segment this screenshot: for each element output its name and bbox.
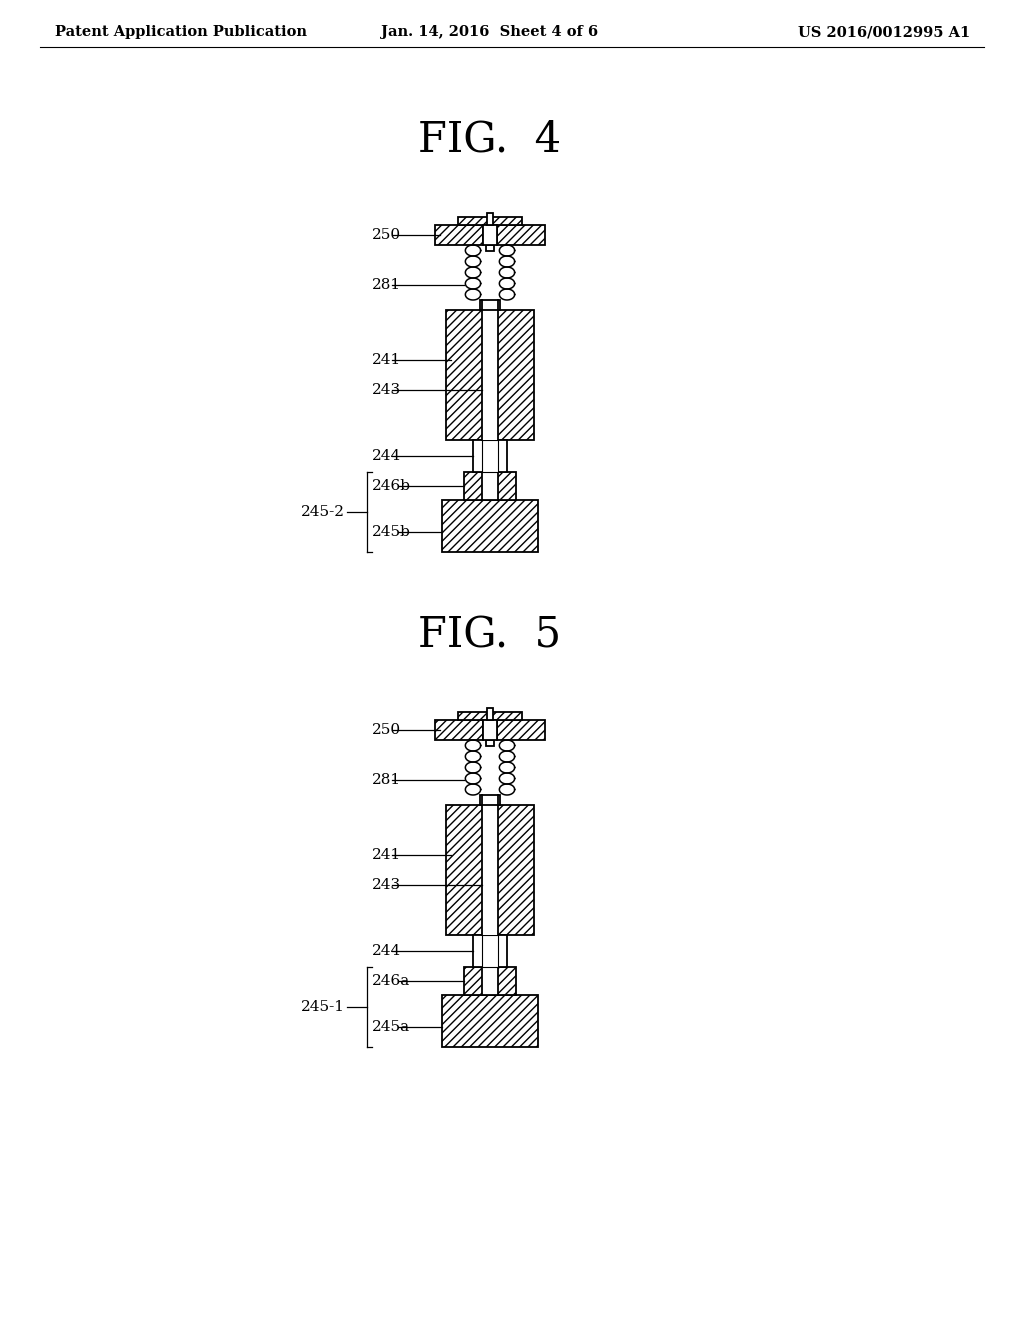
Bar <box>442 500 538 552</box>
Text: 243: 243 <box>372 383 401 397</box>
Text: 250: 250 <box>372 723 401 737</box>
Text: 244: 244 <box>372 449 401 463</box>
Bar <box>458 711 488 719</box>
Bar <box>480 300 500 310</box>
Bar <box>480 795 500 805</box>
Bar <box>442 995 538 1047</box>
Bar <box>482 300 498 440</box>
Bar <box>435 224 483 246</box>
Bar <box>492 711 522 719</box>
Text: US 2016/0012995 A1: US 2016/0012995 A1 <box>798 25 970 40</box>
Bar <box>464 473 516 500</box>
Text: Jan. 14, 2016  Sheet 4 of 6: Jan. 14, 2016 Sheet 4 of 6 <box>381 25 599 40</box>
Bar <box>492 216 522 224</box>
Bar <box>487 213 493 224</box>
Bar <box>482 795 498 935</box>
Text: FIG.  4: FIG. 4 <box>419 119 561 161</box>
Text: 250: 250 <box>372 228 401 242</box>
Text: 245a: 245a <box>372 1020 411 1034</box>
Bar <box>482 935 498 968</box>
Text: 246a: 246a <box>372 974 411 987</box>
Text: FIG.  5: FIG. 5 <box>419 614 561 656</box>
Text: 281: 281 <box>372 774 401 787</box>
Bar <box>435 719 483 741</box>
Bar <box>473 440 507 473</box>
Text: 246b: 246b <box>372 479 411 492</box>
Text: 241: 241 <box>372 352 401 367</box>
Text: 245b: 245b <box>372 525 411 539</box>
Text: 245-2: 245-2 <box>301 506 345 519</box>
Text: 245-1: 245-1 <box>301 1001 345 1014</box>
Text: Patent Application Publication: Patent Application Publication <box>55 25 307 40</box>
Text: 243: 243 <box>372 878 401 892</box>
Bar <box>486 246 494 251</box>
Bar <box>464 968 516 995</box>
Bar <box>482 473 498 500</box>
Bar <box>497 719 545 741</box>
Bar <box>446 310 534 440</box>
Bar <box>473 935 507 968</box>
Text: 281: 281 <box>372 279 401 292</box>
Text: 244: 244 <box>372 944 401 958</box>
Bar <box>487 708 493 719</box>
Bar <box>446 805 534 935</box>
Bar <box>482 440 498 473</box>
Bar <box>458 216 488 224</box>
Text: 241: 241 <box>372 847 401 862</box>
Bar <box>483 224 497 246</box>
Bar <box>497 224 545 246</box>
Bar <box>486 741 494 746</box>
Bar <box>482 968 498 995</box>
Bar <box>483 719 497 741</box>
